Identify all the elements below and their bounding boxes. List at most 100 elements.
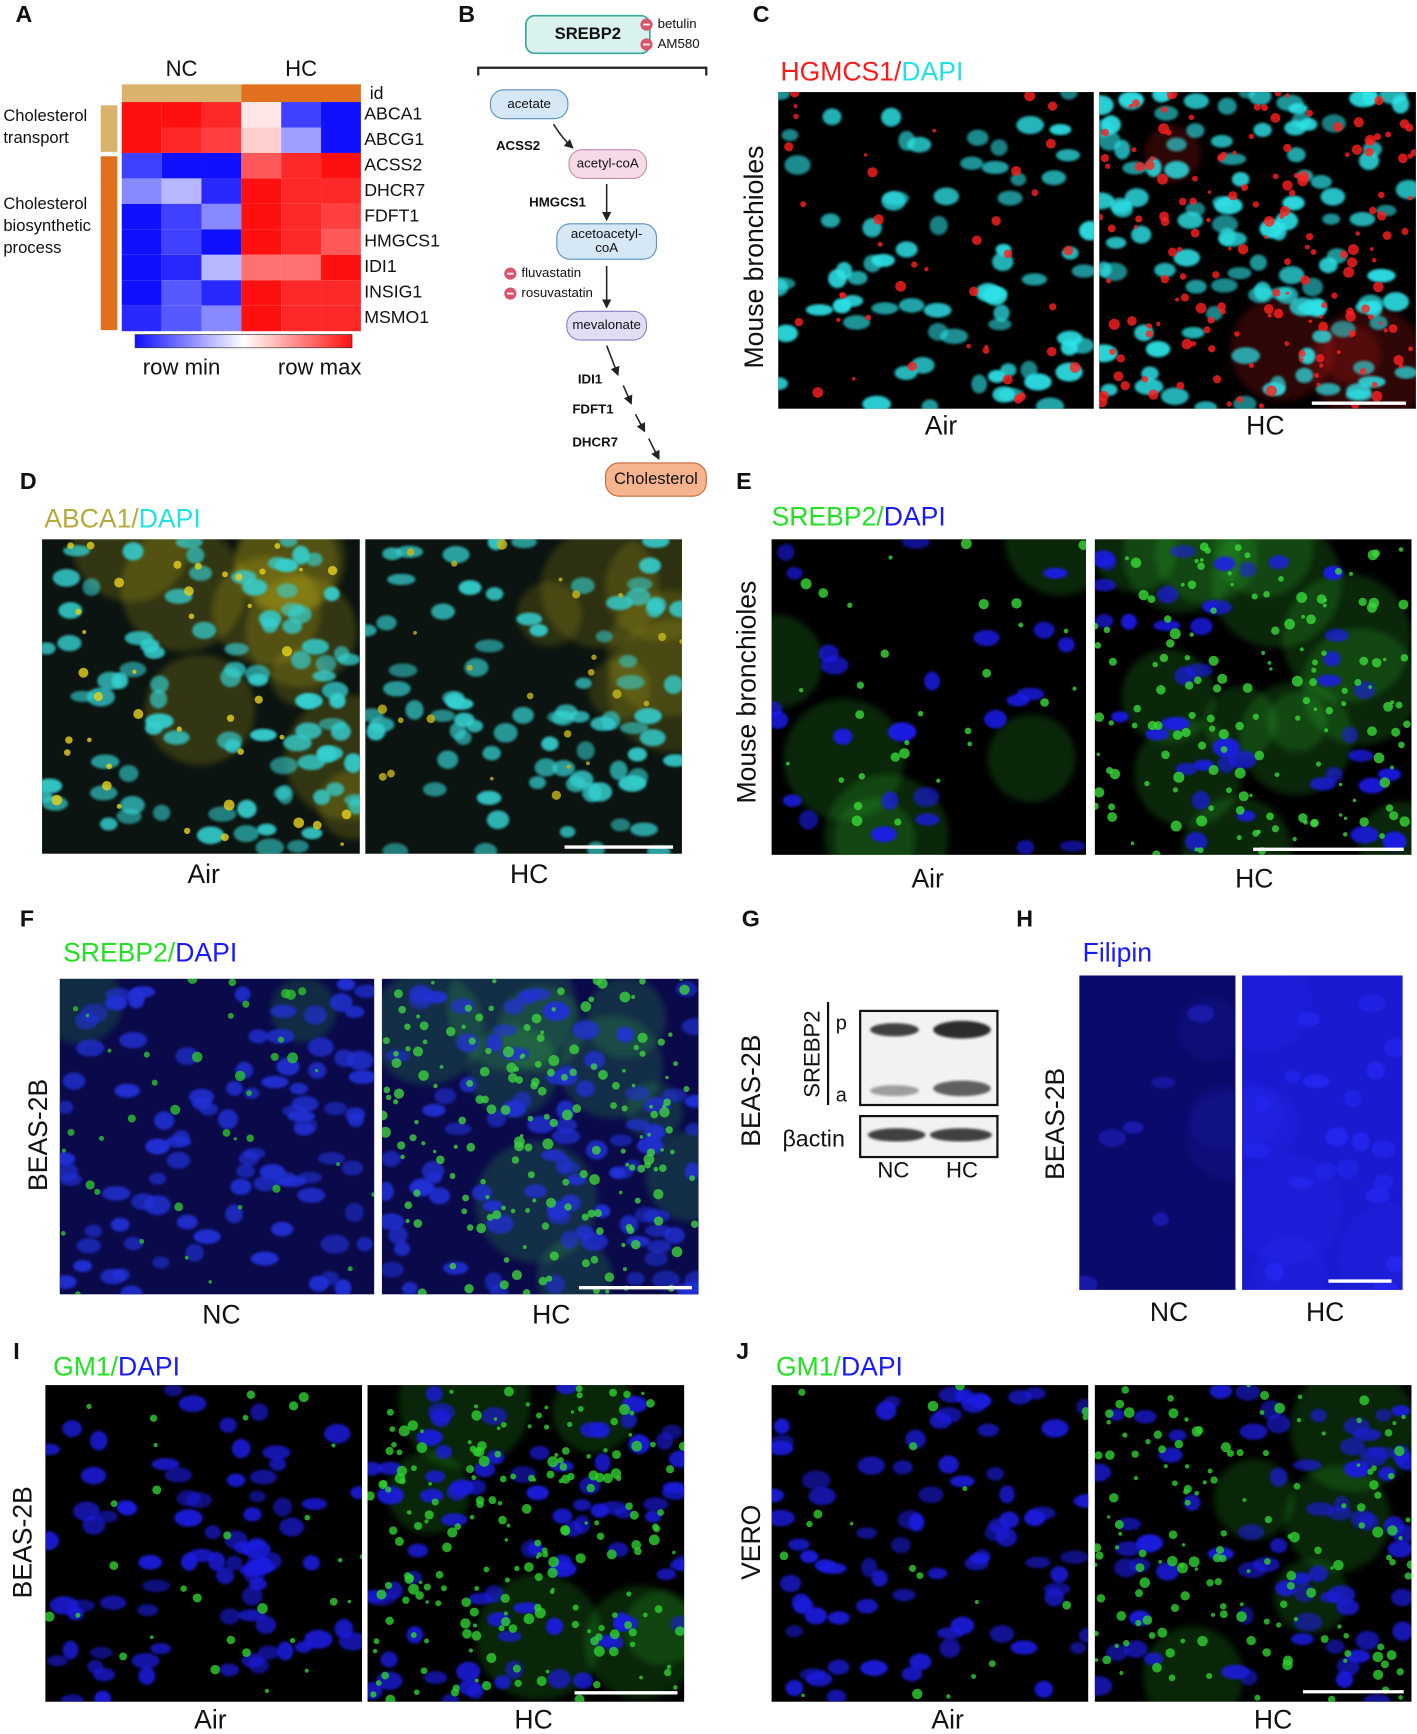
stain-spot (442, 1542, 452, 1553)
stain-spot (1184, 1417, 1189, 1422)
stain-spot (61, 1148, 66, 1153)
micrograph (1079, 975, 1236, 1290)
micrograph-content (771, 1385, 1089, 1702)
stain-spot (1081, 1407, 1089, 1416)
stain-spot (588, 1470, 599, 1481)
heatmap-cell (161, 254, 202, 281)
stain-spot (421, 1141, 426, 1146)
stain-spot (1256, 829, 1261, 835)
stain-spot (548, 1054, 560, 1066)
nucleus (801, 1470, 831, 1490)
stain-spot (625, 1223, 633, 1231)
stain-spot (304, 1514, 311, 1521)
stain-spot (394, 1473, 406, 1484)
stain-spot (514, 1679, 522, 1687)
stain-spot (591, 654, 597, 660)
stain-spot (409, 1134, 417, 1142)
stain-spot (542, 1138, 554, 1150)
stain-spot (1096, 752, 1101, 757)
stain-spot (594, 1520, 600, 1526)
stain-spot (629, 1410, 635, 1416)
metabolite-box (489, 89, 569, 120)
stain-spot (180, 1585, 187, 1592)
stain-spot (1013, 394, 1023, 404)
heatmap-cell (161, 127, 202, 153)
nucleus (150, 675, 169, 694)
nucleus (234, 986, 251, 1002)
image-caption: Air (911, 863, 944, 893)
heatmap-cell (281, 102, 322, 128)
nucleus (440, 1513, 468, 1527)
side-label: BEAS-2B (1040, 1068, 1070, 1180)
nucleus (368, 717, 395, 733)
stain-spot (413, 1219, 423, 1228)
stain-spot (433, 1083, 438, 1089)
nucleus (1071, 264, 1094, 278)
stain-spot (628, 1433, 633, 1437)
heatmap-cell (121, 178, 162, 204)
heatmap-cell (161, 152, 202, 179)
nucleus (995, 1527, 1018, 1547)
nucleus (262, 1445, 291, 1460)
stain-spot (1192, 175, 1198, 182)
nucleus (99, 817, 118, 831)
nucleus (572, 1499, 592, 1511)
stain-spot (1236, 1611, 1247, 1622)
stain-spot (75, 608, 82, 615)
stain-spot (1296, 591, 1308, 603)
nucleus (1191, 790, 1210, 810)
stain-spot (1347, 244, 1359, 256)
metabolite-label: acetyl-coA (577, 156, 639, 171)
stain-spot (785, 761, 790, 766)
stain-part: ABCA1 (44, 504, 131, 534)
stain-spot (798, 1388, 806, 1396)
stain-spot (1237, 243, 1249, 255)
nucleus (800, 1550, 819, 1564)
heatmap-cell (241, 305, 282, 332)
stain-spot (1199, 558, 1204, 562)
nucleus (1133, 1410, 1157, 1424)
stain-spot (1158, 123, 1170, 135)
stain-spot (1336, 350, 1341, 355)
stain-spot (574, 1694, 585, 1702)
nucleus (317, 745, 344, 761)
stain-spot (629, 1510, 639, 1520)
nucleus (1070, 1641, 1086, 1654)
stain-spot (1196, 815, 1208, 827)
stain-spot (1274, 92, 1282, 97)
nucleus (639, 557, 662, 574)
nucleus (827, 1611, 850, 1625)
stain-glow (1177, 997, 1236, 1063)
stain-part: / (876, 501, 884, 531)
stain-spot (1369, 247, 1374, 251)
stain-spot (1114, 1545, 1120, 1550)
stain-glow (1188, 1084, 1236, 1151)
regulator-label: SREBP2 (555, 24, 621, 43)
stain-spot (419, 1021, 429, 1031)
stain-spot (1253, 103, 1261, 111)
nucleus (684, 1162, 699, 1181)
stain-spot (679, 984, 690, 995)
nucleus (178, 1395, 207, 1413)
stain-spot (1382, 231, 1392, 240)
nucleus (662, 1481, 685, 1494)
nucleus (1185, 831, 1208, 852)
stain-spot (1172, 787, 1178, 793)
stain-spot (557, 987, 565, 996)
nucleus (1041, 1419, 1069, 1438)
stain-spot (404, 1023, 411, 1030)
stain-spot (1293, 1617, 1299, 1622)
stain-spot (1147, 720, 1158, 731)
nucleus (785, 1679, 804, 1697)
nucleus (1185, 279, 1207, 294)
nucleus (785, 1625, 804, 1638)
stain-spot (1249, 793, 1253, 797)
stain-part: DAPI (175, 937, 237, 967)
stain-spot (1300, 275, 1311, 285)
stain-spot (1172, 730, 1183, 740)
stain-spot (851, 815, 863, 827)
nucleus (1269, 1538, 1288, 1554)
nucleus (1333, 1495, 1350, 1513)
stain-spot (1270, 112, 1281, 123)
stain-spot (1197, 741, 1207, 750)
